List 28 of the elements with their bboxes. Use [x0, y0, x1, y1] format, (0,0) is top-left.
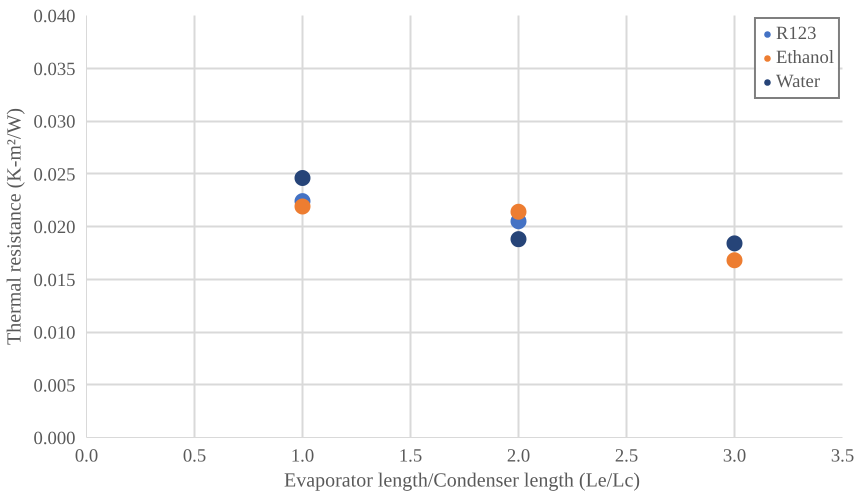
point [510, 204, 526, 220]
x-tick-label: 3.5 [830, 446, 854, 466]
x-tick-label: 2.0 [506, 446, 530, 466]
legend-label: Ethanol [776, 47, 834, 69]
point [294, 198, 310, 214]
point [726, 235, 742, 252]
y-axis-title: Thermal resistance (K-m²/W) [4, 108, 26, 345]
point [726, 252, 742, 268]
point [294, 170, 310, 186]
y-tick-label: 0.010 [34, 322, 76, 344]
legend-label: R123 [776, 23, 816, 45]
y-tick-label: 0.015 [34, 270, 76, 291]
x-tick-label: 2.5 [614, 446, 638, 466]
y-tick-label: 0.040 [34, 6, 76, 27]
x-tick-label: 0.0 [74, 446, 98, 466]
point [510, 231, 526, 248]
x-tick-label: 3.0 [722, 446, 746, 466]
x-axis-title: Evaporator length/Condenser length (Le/Lc) [284, 470, 640, 492]
y-tick-label: 0.025 [34, 164, 76, 186]
y-tick-label: 0.035 [34, 58, 76, 80]
y-tick-label: 0.020 [34, 217, 76, 238]
x-tick-label: 1.5 [398, 446, 422, 466]
legend-label: Water [776, 71, 820, 93]
y-tick-label: 0.000 [34, 428, 76, 449]
x-tick-label: 0.5 [182, 446, 206, 466]
y-tick-label: 0.030 [34, 112, 76, 132]
x-tick-label: 1.0 [290, 446, 314, 466]
y-tick-label: 0.005 [34, 375, 76, 396]
